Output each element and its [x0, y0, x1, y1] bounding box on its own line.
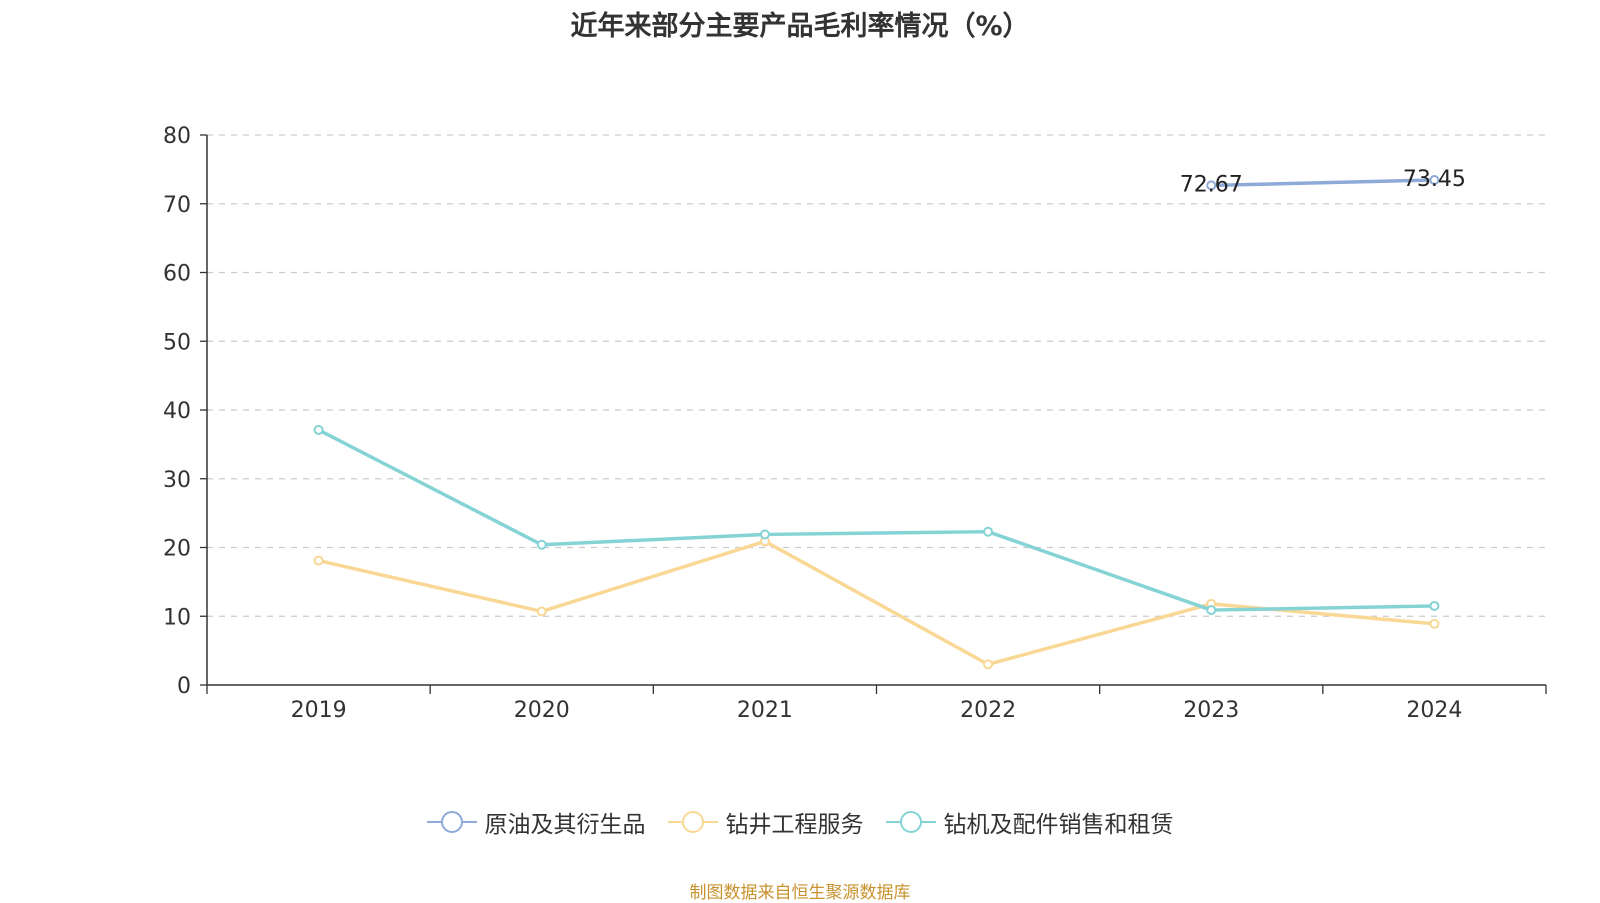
series-line-1	[1211, 178, 1435, 188]
legend-label: 钻井工程服务	[725, 812, 864, 838]
x-tick-label-2022: 2022	[960, 698, 1016, 723]
x-tick-label-2023: 2023	[1183, 698, 1239, 723]
series-line-2	[318, 539, 1435, 667]
data-point[interactable]	[1429, 600, 1440, 611]
data-point[interactable]	[983, 526, 994, 537]
data-point[interactable]	[1429, 618, 1440, 629]
data-labels: 72.67 73.45	[1180, 167, 1466, 197]
x-tick-label-2024: 2024	[1406, 698, 1462, 723]
y-tick-label: 0	[177, 674, 191, 699]
y-tick-label: 10	[163, 605, 191, 630]
data-point[interactable]	[1429, 175, 1440, 186]
gridlines	[207, 134, 1546, 617]
legend-item-3[interactable]: 钻机及配件销售和租赁	[885, 805, 1174, 839]
legend-item-1[interactable]: 原油及其衍生品	[426, 805, 646, 839]
x-tick-label-2021: 2021	[737, 698, 793, 723]
y-tick-label: 30	[163, 468, 191, 493]
data-point[interactable]	[1206, 180, 1217, 191]
series-line-3	[317, 428, 1435, 612]
legend-line-circle-icon	[426, 811, 477, 833]
legend-line-circle-icon	[667, 811, 718, 833]
y-tick-label: 40	[163, 399, 191, 424]
y-tick-label: 70	[163, 193, 191, 218]
y-tick-label: 60	[163, 262, 191, 287]
y-tick-label: 80	[163, 124, 191, 149]
legend-line-circle-icon	[885, 811, 936, 833]
chart-title: 近年来部分主要产品毛利率情况（%）	[570, 11, 1030, 42]
data-point[interactable]	[1206, 605, 1217, 616]
data-point[interactable]	[536, 606, 547, 617]
axes: 0 10 20 30 40 50 60 70 80 2019 2020 2021 2022 2023 202…	[163, 124, 1547, 723]
x-tick-label-2020: 2020	[514, 698, 570, 723]
data-point[interactable]	[759, 529, 770, 540]
legend-item-2[interactable]: 钻井工程服务	[667, 805, 864, 839]
y-tick-label: 50	[163, 330, 191, 355]
legend-label: 原油及其衍生品	[484, 812, 646, 838]
data-point[interactable]	[313, 555, 324, 566]
data-point[interactable]	[313, 424, 324, 435]
series-lines	[313, 175, 1440, 670]
source-note: 制图数据来自恒生聚源数据库	[689, 883, 911, 903]
data-point[interactable]	[983, 659, 994, 670]
x-tick-label-2019: 2019	[291, 698, 347, 723]
data-point[interactable]	[536, 539, 547, 550]
data-label: 73.45	[1403, 167, 1466, 192]
data-label: 72.67	[1180, 172, 1243, 197]
legend: 原油及其衍生品 钻井工程服务 钻机及配件销售和租赁	[0, 802, 1600, 842]
y-tick-label: 20	[163, 537, 191, 562]
legend-label: 钻机及配件销售和租赁	[943, 812, 1174, 838]
